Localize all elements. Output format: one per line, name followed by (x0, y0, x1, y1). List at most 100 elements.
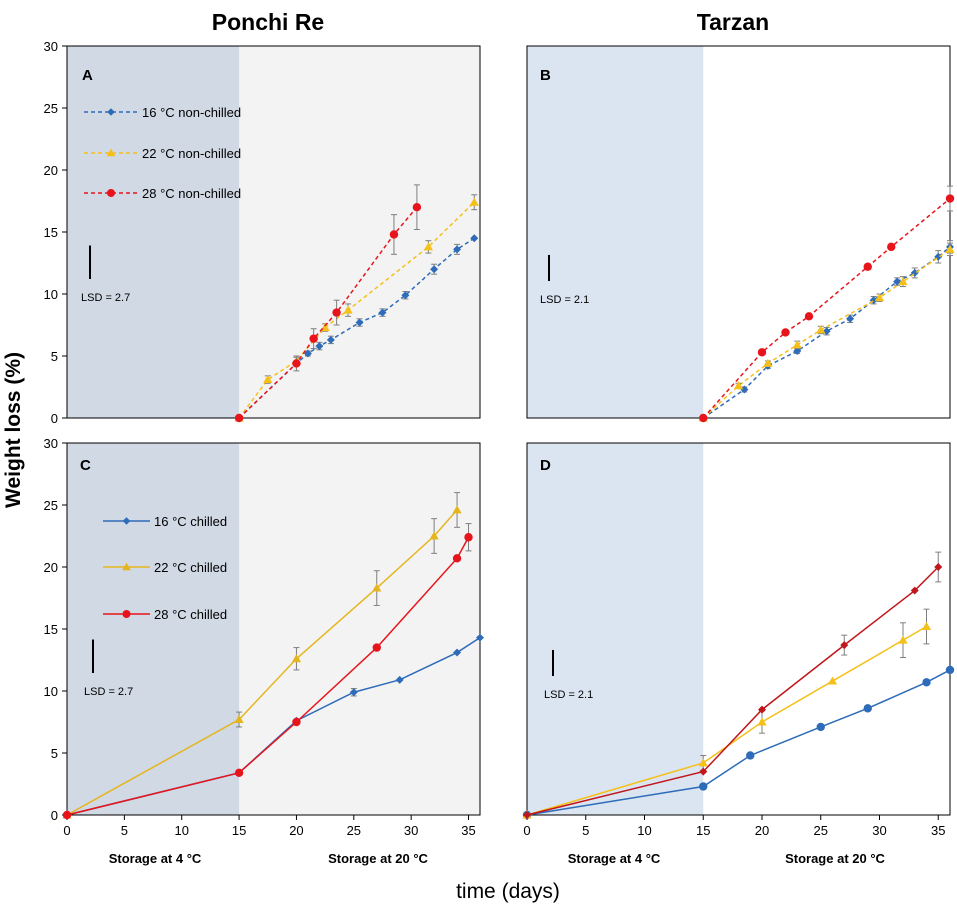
cold-storage-shading (527, 443, 704, 815)
series-line (526, 566, 939, 816)
data-point (757, 717, 767, 726)
cold-storage-shading (527, 46, 704, 418)
data-point (309, 334, 318, 343)
data-point (523, 811, 531, 819)
data-point (793, 347, 802, 356)
legend-label: 28 °C non-chilled (142, 186, 241, 201)
data-point (332, 308, 341, 317)
lsd-label: LSD = 2.1 (544, 689, 593, 701)
series-triangle-1 (62, 492, 462, 819)
y-tick-label: 0 (51, 411, 58, 426)
series-circle-2 (234, 184, 422, 423)
chart-panel-a: 0 5 10 15 20 25 30 A LSD = 2.7 16 °C non-chilled 2… (44, 39, 481, 426)
y-tick-label: 30 (44, 39, 58, 54)
data-point (470, 234, 479, 243)
column-title-left: Ponchi Re (212, 9, 324, 35)
series-line (238, 206, 418, 419)
data-point (840, 641, 849, 650)
x-tick-label: 0 (523, 823, 530, 838)
data-point (863, 262, 872, 271)
y-tick-label: 0 (51, 808, 58, 823)
data-point (757, 348, 767, 357)
data-point (804, 312, 814, 321)
chart-panel-d: 0 5 10 15 20 25 30 35 D LSD = 2.1 (522, 442, 955, 838)
legend-label: 16 °C chilled (154, 514, 227, 529)
legend-label: 22 °C non-chilled (142, 146, 241, 161)
y-tick-label: 15 (44, 622, 58, 637)
x-tick-label: 35 (931, 823, 945, 838)
data-point (758, 705, 766, 714)
data-point (934, 252, 943, 261)
plot-frame (526, 442, 951, 816)
data-point (699, 782, 708, 791)
data-point (816, 722, 825, 732)
data-point (898, 276, 908, 286)
data-point (389, 230, 399, 239)
legend-marker (107, 189, 115, 197)
x-tick-label: 10 (174, 823, 188, 838)
x-tick-label: 5 (582, 823, 589, 838)
data-point (781, 328, 790, 337)
data-point (740, 385, 749, 394)
data-point (945, 665, 955, 675)
lsd-label: LSD = 2.7 (84, 686, 133, 698)
legend-marker (107, 108, 115, 116)
legend-label: 28 °C chilled (154, 607, 227, 622)
series-circle-2 (699, 185, 955, 423)
panel-label: B (540, 67, 551, 84)
cold-storage-shading (67, 46, 240, 418)
data-point (934, 563, 943, 571)
data-point (263, 374, 273, 384)
data-point (234, 768, 244, 778)
data-point (378, 308, 387, 317)
legend-item: 16 °C non-chilled (84, 105, 241, 120)
data-point (699, 413, 708, 423)
data-point (453, 648, 462, 657)
series-triangle-1 (698, 242, 955, 422)
data-point (733, 381, 744, 390)
data-point (921, 621, 932, 630)
data-point (910, 586, 919, 595)
data-point (401, 291, 410, 300)
data-point (453, 245, 462, 254)
series-line (526, 625, 927, 816)
y-tick-label: 30 (44, 436, 58, 451)
x-axis-label: time (days) (456, 880, 560, 903)
data-point (827, 676, 838, 685)
data-point (476, 633, 484, 642)
lsd-label: LSD = 2.7 (81, 292, 130, 304)
y-tick-label: 20 (44, 560, 58, 575)
x-tick-label: 0 (63, 823, 70, 838)
data-point (792, 340, 802, 349)
data-point (922, 678, 931, 687)
x-tick-label: 35 (461, 823, 475, 838)
data-point (412, 203, 422, 212)
data-point (395, 675, 404, 684)
data-point (292, 717, 301, 727)
y-tick-label: 10 (44, 684, 58, 699)
legend-item: 28 °C non-chilled (84, 186, 241, 201)
legend-marker (122, 517, 131, 525)
x-tick-label: 25 (814, 823, 828, 838)
data-point (898, 635, 908, 644)
data-point (945, 244, 955, 253)
data-point (343, 305, 353, 314)
y-tick-label: 15 (44, 225, 58, 240)
panel-label: D (540, 457, 551, 474)
y-tick-label: 5 (51, 349, 58, 364)
y-tick-label: 5 (51, 746, 58, 761)
chart-panel-b: B LSD = 2.1 (526, 45, 955, 423)
data-point (62, 810, 72, 820)
data-point (945, 194, 955, 203)
series-circle-2 (62, 523, 473, 820)
data-point (372, 643, 381, 652)
data-point (355, 318, 364, 327)
data-point (464, 533, 473, 542)
x-tick-label: 15 (696, 823, 710, 838)
storage-20c-label-left: Storage at 20 °C (328, 851, 428, 866)
y-axis-label: Weight loss (%) (2, 352, 25, 508)
data-point (234, 714, 244, 723)
x-tick-label: 30 (872, 823, 886, 838)
data-point (846, 314, 855, 323)
y-tick-label: 25 (44, 498, 58, 513)
